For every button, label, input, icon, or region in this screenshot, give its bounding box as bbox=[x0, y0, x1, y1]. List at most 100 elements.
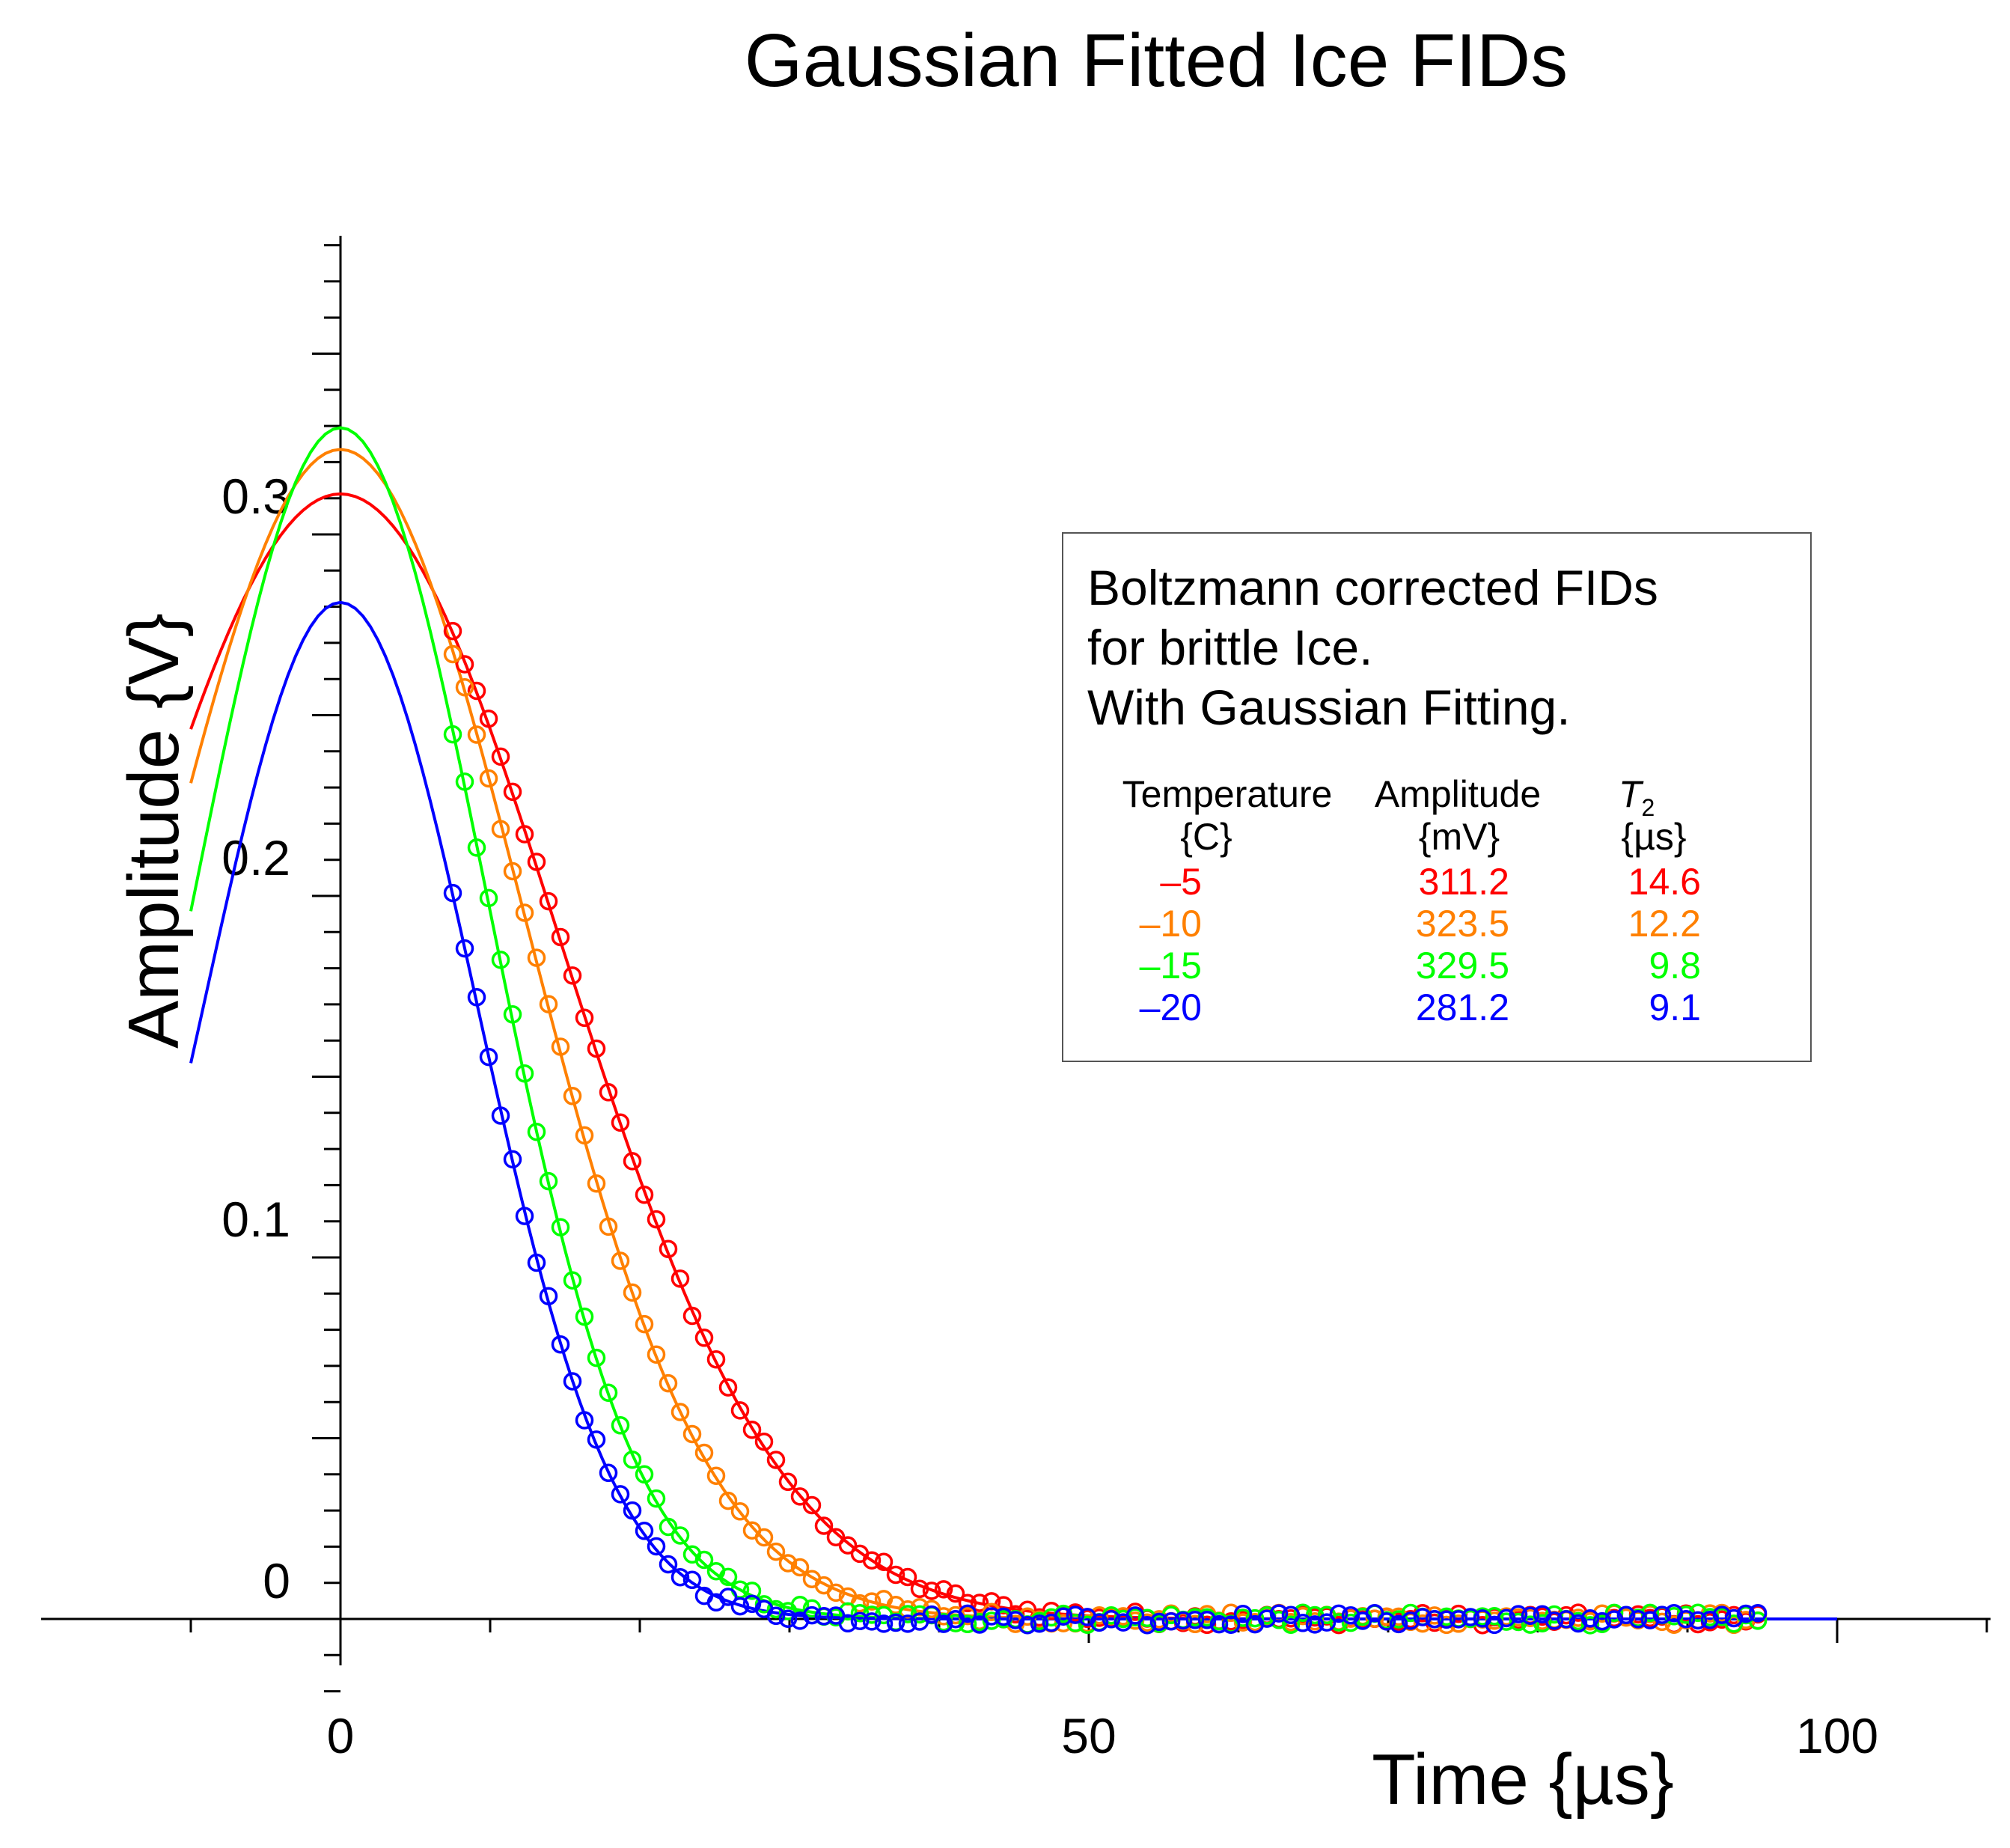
data-point bbox=[467, 838, 486, 857]
data-point bbox=[551, 1335, 570, 1354]
y-axis-label: Amplitude {V} bbox=[114, 613, 194, 1049]
data-point bbox=[563, 966, 582, 985]
data-point bbox=[491, 951, 510, 969]
data-point bbox=[838, 1614, 858, 1633]
data-point bbox=[443, 883, 462, 903]
x-tick-label: 50 bbox=[1061, 1708, 1116, 1763]
data-point bbox=[623, 1501, 642, 1520]
data-point bbox=[946, 1584, 965, 1603]
legend-t2: 12.2 bbox=[1628, 903, 1701, 945]
data-point bbox=[922, 1582, 941, 1600]
legend-col-amplitude-header: Amplitude bbox=[1375, 773, 1541, 815]
data-point bbox=[934, 1614, 953, 1633]
legend-amplitude: 281.2 bbox=[1416, 986, 1509, 1028]
legend-heading-line-1: Boltzmann corrected FIDs bbox=[1087, 560, 1658, 615]
data-point bbox=[1173, 1611, 1193, 1630]
data-point bbox=[563, 1372, 582, 1391]
data-point bbox=[443, 621, 462, 641]
data-point bbox=[1161, 1611, 1181, 1631]
chart-title: Gaussian Fitted Ice FIDs bbox=[745, 19, 1568, 103]
data-point bbox=[766, 1542, 786, 1561]
data-point bbox=[515, 903, 534, 922]
data-point bbox=[611, 1485, 630, 1504]
legend-temperature: –10 bbox=[1140, 903, 1202, 945]
data-point bbox=[659, 1239, 678, 1258]
data-point bbox=[647, 1210, 666, 1229]
legend-col-t2-unit: {µs} bbox=[1621, 816, 1686, 858]
legend-heading-line-3: With Gaussian Fitting. bbox=[1087, 680, 1571, 735]
data-point bbox=[479, 888, 498, 908]
data-point bbox=[587, 1174, 606, 1193]
data-point bbox=[718, 1491, 738, 1510]
data-point bbox=[575, 1307, 594, 1326]
data-point bbox=[1413, 1608, 1432, 1626]
data-point bbox=[1568, 1614, 1588, 1633]
data-point bbox=[647, 1489, 666, 1508]
data-point bbox=[1269, 1604, 1289, 1623]
data-point bbox=[670, 1526, 690, 1545]
data-point bbox=[1221, 1615, 1241, 1634]
data-point bbox=[1449, 1610, 1468, 1629]
data-point bbox=[551, 1037, 570, 1056]
data-point bbox=[1736, 1604, 1756, 1623]
data-point bbox=[623, 1450, 642, 1469]
data-point bbox=[862, 1592, 882, 1611]
data-point bbox=[587, 1430, 606, 1449]
data-point bbox=[659, 1373, 678, 1393]
data-point bbox=[491, 747, 510, 766]
data-point bbox=[575, 1411, 594, 1430]
data-point bbox=[958, 1614, 977, 1634]
data-point bbox=[1700, 1610, 1720, 1629]
data-point bbox=[491, 820, 510, 838]
data-point bbox=[455, 939, 474, 958]
data-point bbox=[1497, 1608, 1516, 1628]
data-point bbox=[503, 1150, 522, 1169]
data-point bbox=[670, 1403, 690, 1421]
legend-t2: 9.1 bbox=[1649, 986, 1701, 1028]
data-point bbox=[563, 1271, 582, 1290]
data-point bbox=[635, 1185, 654, 1204]
data-point bbox=[754, 1528, 774, 1547]
data-point bbox=[826, 1583, 846, 1602]
data-point bbox=[479, 1047, 498, 1067]
data-point bbox=[515, 1207, 534, 1225]
data-point bbox=[455, 655, 474, 674]
data-point bbox=[934, 1580, 953, 1599]
data-point bbox=[659, 1555, 678, 1574]
data-point bbox=[1389, 1614, 1408, 1634]
data-point bbox=[814, 1607, 834, 1626]
data-point bbox=[527, 1122, 546, 1141]
data-point bbox=[1137, 1615, 1157, 1635]
data-point bbox=[599, 1383, 618, 1402]
data-point bbox=[635, 1314, 654, 1334]
legend-col-amplitude-unit: {mV} bbox=[1419, 816, 1500, 858]
data-point bbox=[718, 1378, 738, 1397]
data-point bbox=[539, 1171, 558, 1191]
data-point bbox=[1090, 1613, 1109, 1632]
data-point bbox=[718, 1588, 738, 1606]
data-point bbox=[1365, 1609, 1384, 1628]
y-tick-label: 0.3 bbox=[222, 469, 290, 524]
data-point bbox=[874, 1614, 893, 1633]
data-point bbox=[1293, 1603, 1313, 1622]
legend-amplitude: 329.5 bbox=[1416, 945, 1509, 986]
t2-subscript: 2 bbox=[1642, 794, 1655, 821]
data-point bbox=[994, 1607, 1013, 1626]
data-point bbox=[1125, 1606, 1145, 1625]
data-point bbox=[862, 1612, 882, 1631]
data-point bbox=[467, 681, 486, 701]
data-point bbox=[1209, 1614, 1229, 1634]
data-point bbox=[862, 1551, 882, 1570]
data-point bbox=[838, 1536, 858, 1555]
data-point bbox=[587, 1348, 606, 1367]
data-point bbox=[958, 1604, 977, 1623]
data-point bbox=[1317, 1613, 1337, 1632]
data-point bbox=[670, 1567, 690, 1587]
data-point bbox=[599, 1463, 618, 1483]
data-point bbox=[1149, 1612, 1169, 1632]
data-point bbox=[1628, 1610, 1648, 1629]
data-point bbox=[539, 995, 558, 1013]
data-point bbox=[1281, 1615, 1301, 1634]
data-point bbox=[563, 1087, 582, 1106]
data-point bbox=[1437, 1610, 1456, 1629]
